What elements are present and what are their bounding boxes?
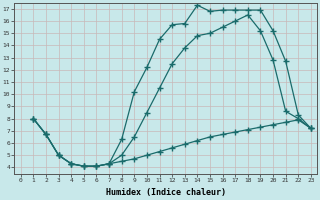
X-axis label: Humidex (Indice chaleur): Humidex (Indice chaleur) [106,188,226,197]
